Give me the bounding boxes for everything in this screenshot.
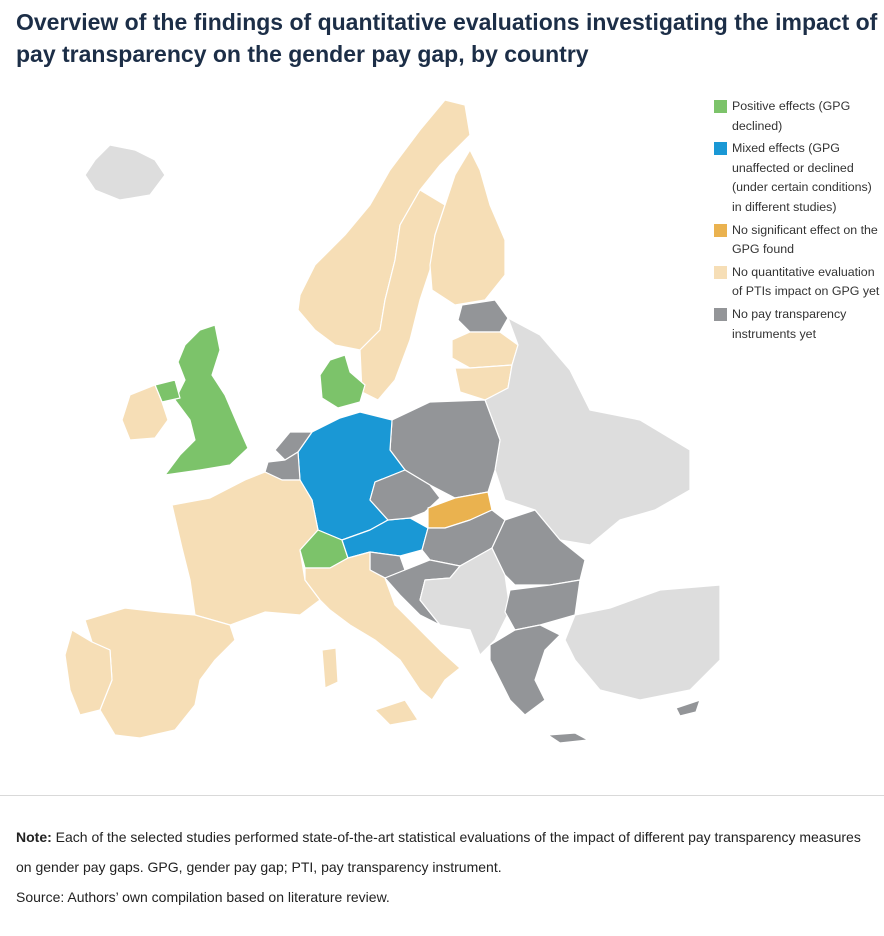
europe-map-svg [64, 99, 720, 744]
country-romania [491, 509, 586, 586]
country-estonia [457, 299, 509, 333]
europe-map [0, 90, 720, 770]
chart-title: Overview of the findings of quantitative… [16, 9, 878, 67]
country-iceland [84, 144, 166, 201]
country-united-kingdom [164, 324, 249, 476]
country-crete [547, 732, 589, 744]
note-text: Each of the selected studies performed s… [16, 829, 861, 875]
country-latvia [451, 331, 519, 369]
country-italy [304, 551, 461, 701]
country-norway [297, 99, 471, 351]
legend-label-no-evaluation: No quantitative evaluation of PTIs impac… [732, 264, 880, 299]
legend-item-mixed: Mixed effects (GPG unaffected or decline… [714, 139, 884, 217]
country-sicily [374, 699, 419, 726]
country-greece [489, 624, 561, 716]
source-text: Source: Authors’ own compilation based o… [16, 889, 390, 905]
legend-swatch-positive [714, 100, 727, 113]
country-western-balkans [419, 547, 511, 656]
note-label: Note: [16, 829, 52, 845]
country-eastern-europe [484, 317, 691, 546]
legend-swatch-mixed [714, 142, 727, 156]
country-ireland [121, 384, 169, 441]
legend-swatch-no-significant [714, 223, 727, 237]
legend-item-no-instruments: No pay transparency instruments yet [714, 305, 884, 344]
legend-item-positive: Positive effects (GPG declined) [714, 97, 884, 136]
country-france [171, 471, 321, 626]
legend-label-no-instruments: No pay transparency instruments yet [732, 306, 847, 341]
country-portugal [64, 629, 113, 716]
legend-label-no-significant: No significant effect on the GPG found [732, 222, 878, 257]
note-paragraph: Note: Each of the selected studies perfo… [16, 822, 876, 882]
divider [0, 795, 884, 796]
legend-swatch-no-instruments [714, 307, 727, 321]
country-turkey [564, 584, 720, 701]
legend-label-mixed: Mixed effects (GPG unaffected or decline… [732, 141, 872, 214]
legend-label-positive: Positive effects (GPG declined) [732, 99, 851, 133]
note-section: Note: Each of the selected studies perfo… [16, 822, 876, 912]
country-finland [429, 149, 506, 306]
country-bulgaria [504, 579, 581, 631]
country-denmark [319, 354, 366, 409]
country-cyprus [675, 699, 701, 717]
country-sardinia [321, 647, 339, 689]
legend-item-no-evaluation: No quantitative evaluation of PTIs impac… [714, 263, 884, 302]
country-czechia [369, 469, 441, 521]
legend-item-no-significant: No significant effect on the GPG found [714, 221, 884, 260]
legend-swatch-no-evaluation [714, 265, 727, 279]
legend: Positive effects (GPG declined) Mixed ef… [714, 97, 884, 347]
